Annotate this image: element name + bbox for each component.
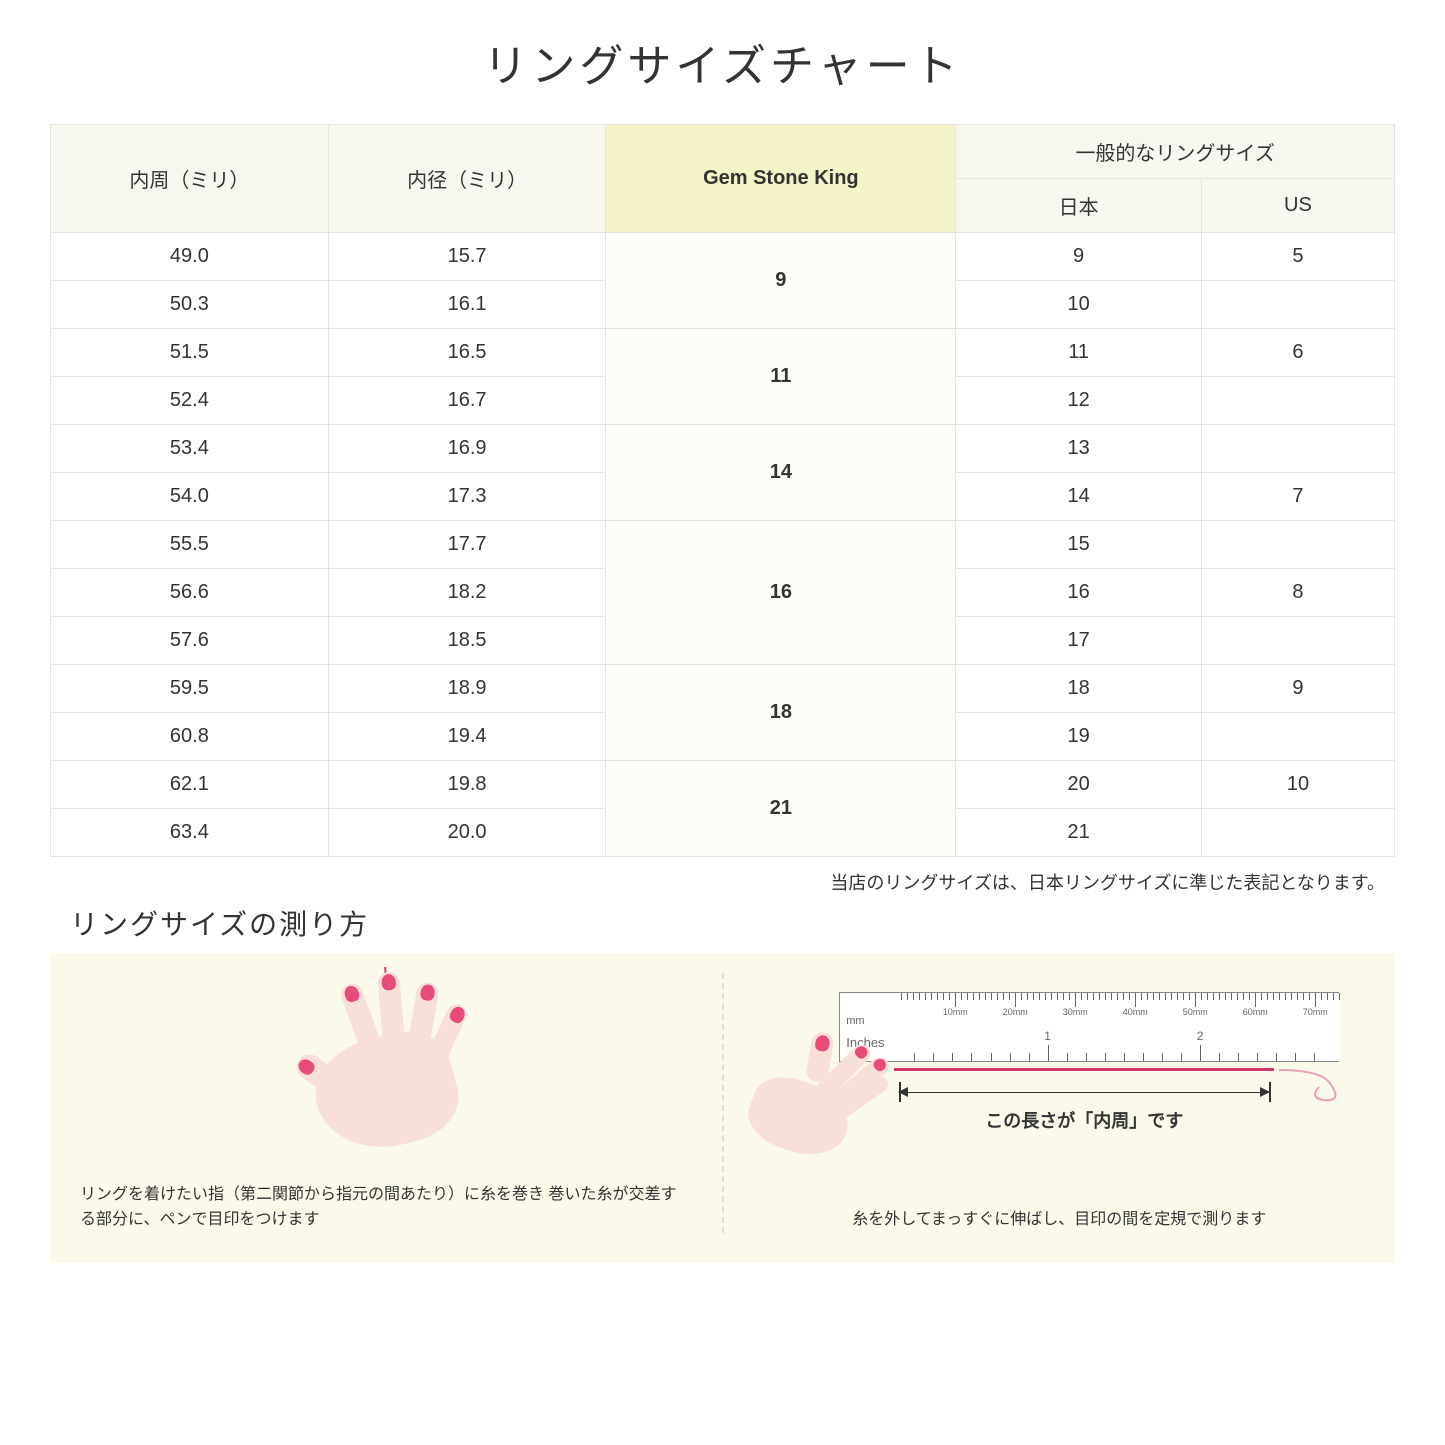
cell-circumference: 56.6 [51,569,329,617]
cell-japan-size: 20 [956,761,1202,809]
cell-diameter: 17.3 [328,473,606,521]
cell-japan-size: 15 [956,521,1202,569]
thread-curl [1279,1052,1359,1112]
cell-us-size: 9 [1201,665,1394,713]
cell-japan-size: 19 [956,713,1202,761]
header-japan: 日本 [956,179,1202,233]
instruction-step-2: mm Inches 10mm20mm30mm40mm50mm60mm70mm12… [754,973,1366,1233]
cell-us-size: 8 [1201,569,1394,617]
instructions-panel: リングを着けたい指（第二関節から指元の間あたり）に糸を巻き 巻いた糸が交差する部… [50,953,1395,1263]
measurement-subtitle: リングサイズの測り方 [50,903,1395,943]
cell-diameter: 18.2 [328,569,606,617]
cell-us-size: 5 [1201,233,1394,281]
page-title: リングサイズチャート [50,30,1395,94]
cell-japan-size: 11 [956,329,1202,377]
ring-size-table: 内周（ミリ） 内径（ミリ） Gem Stone King 一般的なリングサイズ … [50,124,1395,857]
panel-divider [722,973,724,1233]
table-note: 当店のリングサイズは、日本リングサイズに準じた表記となります。 [50,869,1395,895]
instruction-step-1: リングを着けたい指（第二関節から指元の間あたり）に糸を巻き 巻いた糸が交差する部… [80,973,692,1233]
cell-diameter: 19.8 [328,761,606,809]
cell-gsk-size: 16 [606,521,956,665]
cell-us-size [1201,377,1394,425]
instruction-text-2: 糸を外してまっすぐに伸ばし、目印の間を定規で測ります [852,1207,1266,1233]
header-circumference: 内周（ミリ） [51,125,329,233]
cell-diameter: 18.5 [328,617,606,665]
cell-diameter: 16.9 [328,425,606,473]
cell-gsk-size: 14 [606,425,956,521]
cell-diameter: 18.9 [328,665,606,713]
cell-circumference: 60.8 [51,713,329,761]
cell-circumference: 63.4 [51,809,329,857]
arrow-label: この長さが「内周」です [899,1107,1269,1133]
table-row: 53.416.91413 [51,425,1395,473]
cell-japan-size: 12 [956,377,1202,425]
cell-circumference: 57.6 [51,617,329,665]
cell-us-size [1201,617,1394,665]
cell-japan-size: 10 [956,281,1202,329]
cell-circumference: 51.5 [51,329,329,377]
table-row: 51.516.511116 [51,329,1395,377]
cell-us-size: 6 [1201,329,1394,377]
cell-japan-size: 17 [956,617,1202,665]
cell-diameter: 20.0 [328,809,606,857]
cell-us-size: 10 [1201,761,1394,809]
ruler-illustration: mm Inches 10mm20mm30mm40mm50mm60mm70mm12… [779,992,1339,1192]
cell-circumference: 52.4 [51,377,329,425]
cell-diameter: 16.1 [328,281,606,329]
header-us: US [1201,179,1394,233]
cell-us-size [1201,521,1394,569]
cell-circumference: 59.5 [51,665,329,713]
table-row: 62.119.8212010 [51,761,1395,809]
cell-us-size [1201,809,1394,857]
cell-circumference: 54.0 [51,473,329,521]
cell-us-size [1201,281,1394,329]
table-row: 59.518.918189 [51,665,1395,713]
cell-japan-size: 9 [956,233,1202,281]
header-gsk: Gem Stone King [606,125,956,233]
cell-circumference: 53.4 [51,425,329,473]
table-row: 49.015.7995 [51,233,1395,281]
cell-circumference: 62.1 [51,761,329,809]
cell-us-size [1201,713,1394,761]
hand-illustration-2 [749,1032,929,1162]
cell-diameter: 19.4 [328,713,606,761]
cell-gsk-size: 9 [606,233,956,329]
cell-gsk-size: 18 [606,665,956,761]
cell-circumference: 50.3 [51,281,329,329]
cell-us-size: 7 [1201,473,1394,521]
cell-diameter: 16.7 [328,377,606,425]
cell-us-size [1201,425,1394,473]
cell-japan-size: 18 [956,665,1202,713]
cell-japan-size: 13 [956,425,1202,473]
measurement-arrow [899,1092,1269,1093]
header-diameter: 内径（ミリ） [328,125,606,233]
thread-line [894,1068,1274,1071]
table-row: 55.517.71615 [51,521,1395,569]
cell-gsk-size: 21 [606,761,956,857]
cell-japan-size: 21 [956,809,1202,857]
cell-circumference: 49.0 [51,233,329,281]
instruction-text-1: リングを着けたい指（第二関節から指元の間あたり）に糸を巻き 巻いた糸が交差する部… [80,1182,692,1233]
ruler-mm-unit: mm [846,1015,864,1027]
cell-circumference: 55.5 [51,521,329,569]
cell-diameter: 17.7 [328,521,606,569]
cell-diameter: 16.5 [328,329,606,377]
hand-illustration-1 [256,987,516,1167]
cell-diameter: 15.7 [328,233,606,281]
cell-gsk-size: 11 [606,329,956,425]
header-general-group: 一般的なリングサイズ [956,125,1395,179]
cell-japan-size: 16 [956,569,1202,617]
cell-japan-size: 14 [956,473,1202,521]
